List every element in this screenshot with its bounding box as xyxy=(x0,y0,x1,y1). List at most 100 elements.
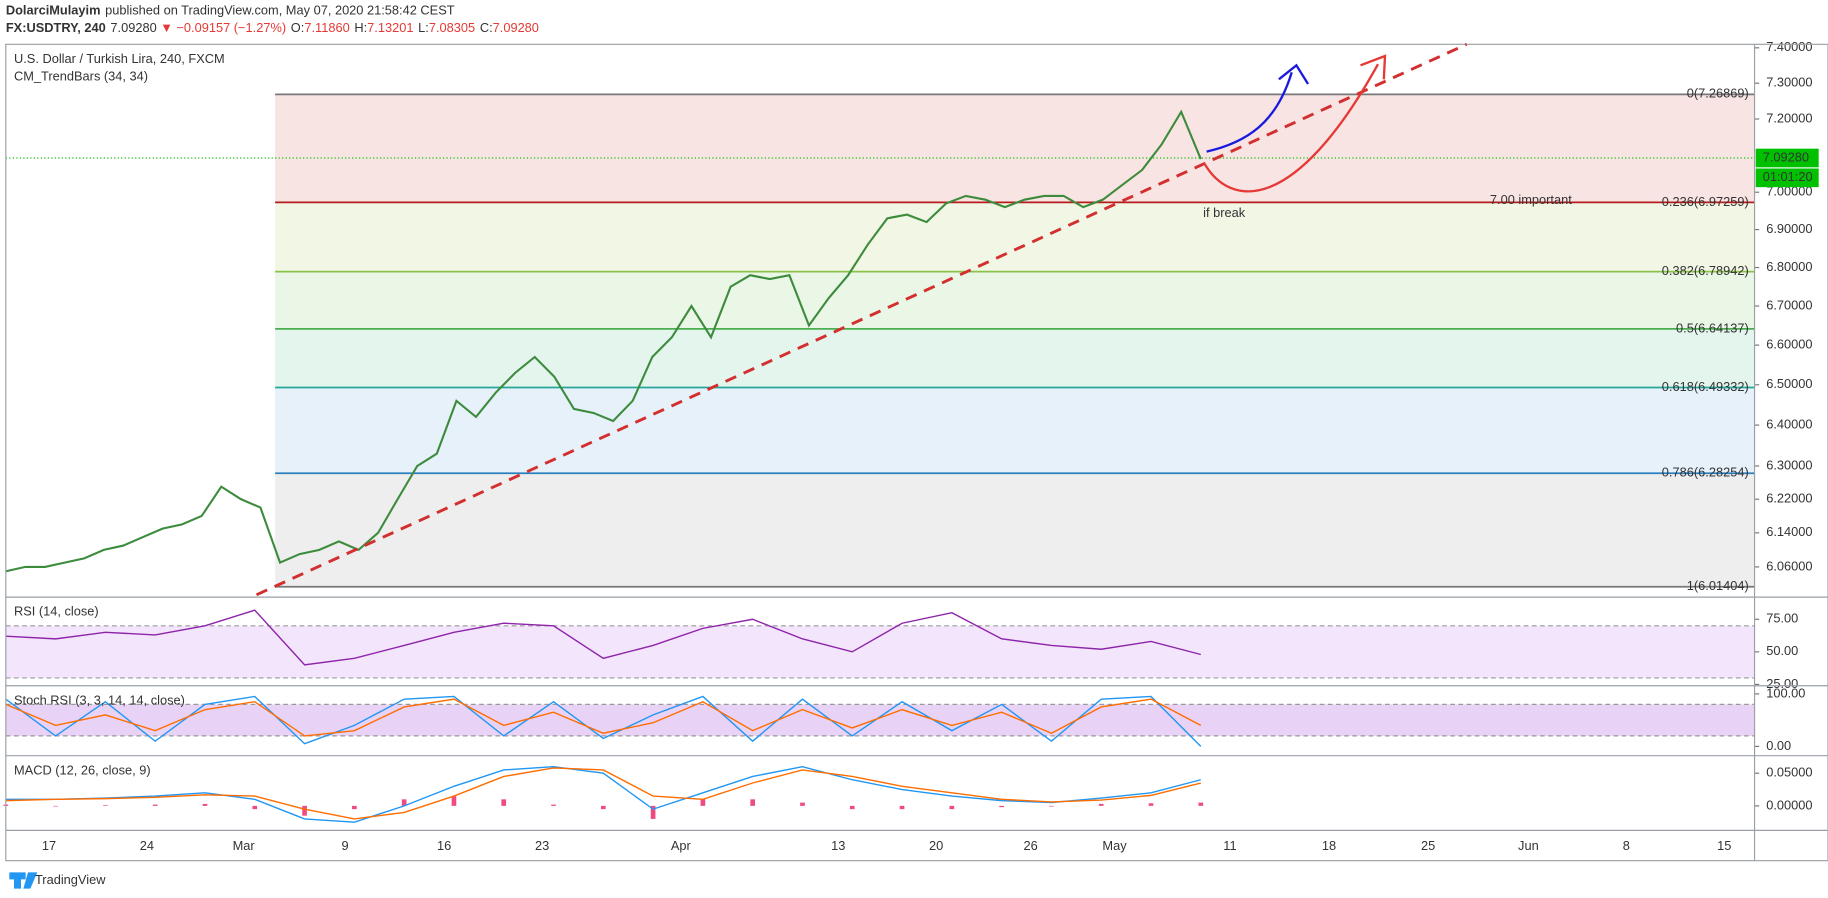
fib-label: 0(7.26869) xyxy=(1687,86,1749,101)
last: 7.09280 xyxy=(110,21,156,36)
histogram-bar xyxy=(800,802,805,806)
y-tick-label: 75.00 xyxy=(1766,611,1798,626)
pane-title: U.S. Dollar / Turkish Lira, 240, FXCM xyxy=(14,51,225,66)
y-tick-label: 6.22000 xyxy=(1766,491,1812,506)
symbol: FX:USDTRY, 240 xyxy=(6,21,106,36)
y-tick-label: 50.00 xyxy=(1766,643,1798,658)
y-tick-label: 6.06000 xyxy=(1766,558,1812,573)
annotation: if break xyxy=(1203,205,1246,220)
histogram-bar xyxy=(252,805,258,810)
series-line xyxy=(5,698,1202,737)
x-tick-label: 15 xyxy=(1717,838,1731,853)
plot-area: 0(7.26869) 0.236(6.97259) 0.382(6.78942) 0.… xyxy=(3,39,1819,853)
series-line xyxy=(5,767,1201,820)
ohlc-key: O: xyxy=(291,21,305,36)
fib-zone xyxy=(275,271,1755,329)
histogram-bar xyxy=(501,799,507,806)
y-tick-label: 0.00 xyxy=(1766,738,1791,753)
histogram-bar xyxy=(202,803,208,806)
trend-line xyxy=(255,42,1468,597)
y-tick-label: 7.40000 xyxy=(1766,39,1812,54)
fib-label: 0.236(6.97259) xyxy=(1662,194,1749,209)
countdown-label: 01:01:20 xyxy=(1763,169,1813,184)
ohlc-key: H: xyxy=(354,21,367,36)
fib-zone xyxy=(275,328,1755,388)
y-tick-label: 7.30000 xyxy=(1766,75,1812,90)
x-tick-label: 26 xyxy=(1023,838,1037,853)
ohlc-key: C: xyxy=(480,21,493,36)
fib-label: 0.5(6.64137) xyxy=(1676,320,1749,335)
histogram-bar xyxy=(1198,802,1204,806)
frame xyxy=(5,43,1828,862)
x-tick-label: 16 xyxy=(437,838,451,853)
y-tick-label: 6.30000 xyxy=(1766,457,1812,472)
fib-zone xyxy=(275,473,1755,587)
pane-title: RSI (14, close) xyxy=(14,604,99,619)
x-tick-label: 18 xyxy=(1322,838,1336,853)
y-tick-label: 7.20000 xyxy=(1766,110,1812,125)
blue-arrowhead xyxy=(1278,63,1310,85)
fib-label: 0.786(6.28254) xyxy=(1662,465,1749,480)
histogram-bar xyxy=(949,805,955,810)
histogram-bar xyxy=(352,805,357,810)
x-tick-label: 9 xyxy=(342,838,349,853)
series-line xyxy=(5,765,1201,823)
band-fill xyxy=(5,625,1755,678)
x-tick-label: May xyxy=(1102,838,1127,853)
header-line-2: FX:USDTRY, 240 7.09280 ▼ −0.09157 (−1.27%)… xyxy=(6,21,539,36)
histogram-bar xyxy=(1098,803,1104,806)
histogram-bar xyxy=(849,805,855,810)
histogram-bar xyxy=(600,805,606,810)
ohlc-value: 7.11860 xyxy=(304,21,349,36)
histogram-bar xyxy=(401,799,407,806)
x-tick-label: Apr xyxy=(671,838,692,853)
x-tick-label: Jun xyxy=(1518,838,1539,853)
histogram-bar xyxy=(700,799,706,806)
histogram-bar xyxy=(53,805,58,807)
x-tick-label: 24 xyxy=(140,838,154,853)
histogram-bar xyxy=(302,805,307,816)
histogram-bar xyxy=(1049,805,1054,807)
fib-label: 1(6.01404) xyxy=(1687,578,1749,593)
published: published on TradingView.com, May 07, 20… xyxy=(105,3,455,18)
red-arrowhead xyxy=(1360,54,1387,80)
histogram-bar xyxy=(551,804,556,806)
histogram-bar xyxy=(999,805,1004,808)
header-line-1: DolarciMulayim published on TradingView.c… xyxy=(6,3,455,18)
y-tick-label: 6.14000 xyxy=(1766,524,1812,539)
countdown-tag xyxy=(1755,168,1819,188)
x-tick-label: 23 xyxy=(535,838,549,853)
pane-title: MACD (12, 26, close, 9) xyxy=(14,762,151,777)
x-tick-label: Mar xyxy=(233,838,256,853)
histogram-bar xyxy=(899,805,905,810)
x-tick-label: 13 xyxy=(831,838,845,853)
x-tick-label: 25 xyxy=(1421,838,1435,853)
y-tick-label: 6.90000 xyxy=(1766,221,1812,236)
ohlc-value: 7.13201 xyxy=(367,21,413,36)
y-tick-label: 0.00000 xyxy=(1766,797,1812,812)
x-tick-label: 17 xyxy=(42,838,56,853)
series-line xyxy=(5,609,1201,666)
footer: TradingView xyxy=(35,872,106,887)
y-tick-label: 6.40000 xyxy=(1766,416,1812,431)
histogram-bar xyxy=(103,805,108,806)
series-line xyxy=(5,695,1202,747)
red-arrow xyxy=(1203,63,1380,193)
annotation: 7.00 important xyxy=(1490,192,1572,207)
y-tick-label: 25.00 xyxy=(1766,676,1798,691)
histogram-bar xyxy=(750,799,756,806)
ohlc-key: L: xyxy=(418,21,429,36)
y-tick-label: 7.00000 xyxy=(1766,184,1812,199)
ohlc-value: 7.09280 xyxy=(493,21,539,36)
fib-label: 0.618(6.49332) xyxy=(1662,379,1749,394)
change: ▼ −0.09157 (−1.27%) xyxy=(160,21,286,36)
logo xyxy=(9,872,38,889)
series-line xyxy=(5,109,1202,573)
fib-label: 0.382(6.78942) xyxy=(1662,263,1749,278)
price-tag xyxy=(1755,148,1819,168)
fib-zone xyxy=(275,94,1755,203)
y-tick-label: 0.05000 xyxy=(1766,765,1812,780)
pane-title: Stoch RSI (3, 3, 14, 14, close) xyxy=(14,692,185,707)
